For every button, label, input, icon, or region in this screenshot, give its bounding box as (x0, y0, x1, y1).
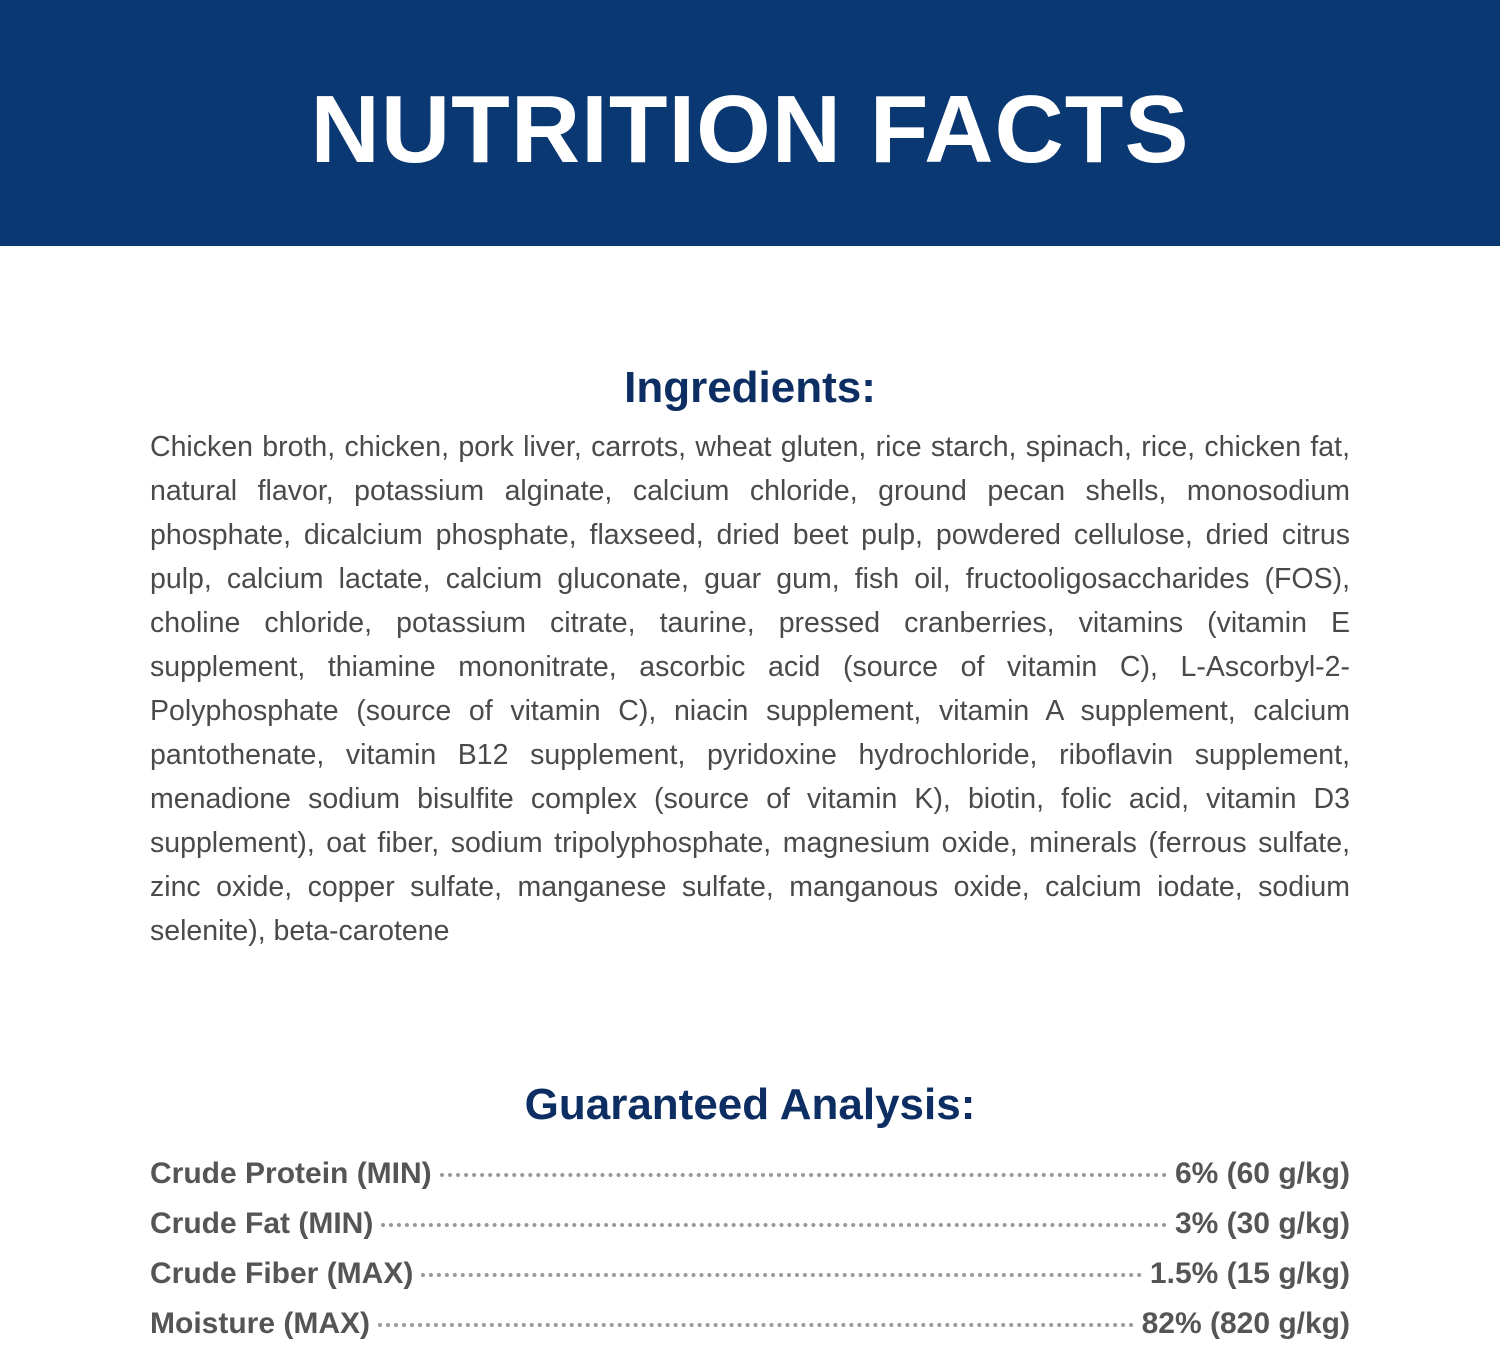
header-banner: NUTRITION FACTS (0, 0, 1500, 246)
nutrient-label: Moisture (MAX) (150, 1307, 370, 1340)
analysis-heading: Guaranteed Analysis: (524, 1080, 976, 1129)
dot-leader (439, 1173, 1167, 1177)
analysis-row: Crude Fat (MIN) 3% (30 g/kg) (150, 1202, 1350, 1252)
nutrient-label: Crude Protein (MIN) (150, 1157, 432, 1190)
nutrient-value: 6% (60 g/kg) (1174, 1157, 1350, 1190)
dot-leader (421, 1273, 1142, 1277)
analysis-row: Moisture (MAX) 82% (820 g/kg) (150, 1302, 1350, 1352)
analysis-row: Crude Protein (MIN) 6% (60 g/kg) (150, 1152, 1350, 1202)
nutrient-value: 82% (820 g/kg) (1141, 1307, 1350, 1340)
nutrient-label: Crude Fat (MIN) (150, 1207, 374, 1240)
header-title: NUTRITION FACTS (310, 76, 1190, 183)
nutrient-label: Crude Fiber (MAX) (150, 1257, 414, 1290)
ingredients-heading: Ingredients: (624, 363, 876, 412)
analysis-table: Crude Protein (MIN) 6% (60 g/kg) Crude Fat… (150, 1152, 1350, 1352)
nutrient-value: 1.5% (15 g/kg) (1149, 1257, 1350, 1290)
nutrient-value: 3% (30 g/kg) (1174, 1207, 1350, 1240)
analysis-row: Crude Fiber (MAX) 1.5% (15 g/kg) (150, 1252, 1350, 1302)
ingredients-text: Chicken broth, chicken, pork liver, carr… (150, 431, 1350, 947)
dot-leader (378, 1323, 1134, 1327)
dot-leader (381, 1223, 1167, 1227)
